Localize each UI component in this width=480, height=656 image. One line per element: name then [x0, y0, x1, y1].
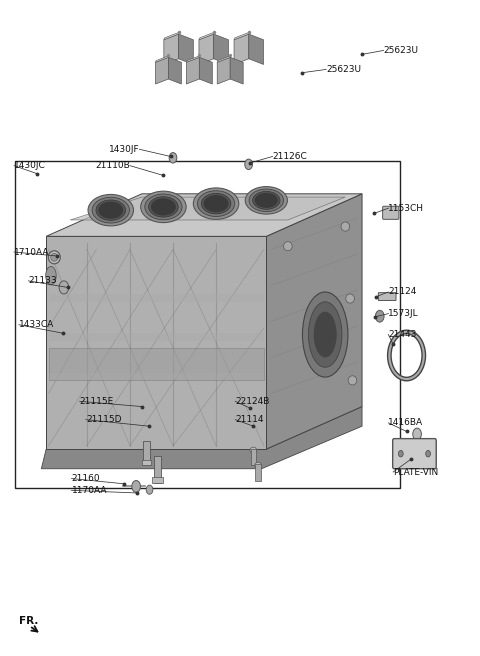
Polygon shape — [48, 373, 264, 380]
Polygon shape — [217, 57, 230, 84]
Ellipse shape — [201, 194, 231, 214]
Circle shape — [375, 310, 384, 322]
Polygon shape — [48, 348, 264, 380]
Polygon shape — [46, 236, 266, 449]
Text: FR.: FR. — [19, 616, 38, 626]
FancyBboxPatch shape — [378, 293, 396, 300]
Circle shape — [132, 481, 141, 492]
Text: 21126C: 21126C — [273, 152, 307, 161]
Bar — [15, 161, 400, 488]
Polygon shape — [186, 57, 199, 84]
Circle shape — [245, 159, 252, 170]
Text: 25623U: 25623U — [384, 46, 419, 55]
Ellipse shape — [341, 222, 349, 231]
Text: 1573JL: 1573JL — [388, 309, 419, 318]
Ellipse shape — [348, 376, 357, 385]
Circle shape — [413, 428, 421, 440]
Ellipse shape — [255, 462, 262, 469]
Ellipse shape — [96, 200, 126, 220]
Text: 1433CA: 1433CA — [19, 320, 54, 329]
Polygon shape — [168, 57, 181, 84]
Ellipse shape — [284, 241, 292, 251]
Polygon shape — [48, 333, 264, 341]
Circle shape — [426, 451, 431, 457]
Ellipse shape — [149, 197, 178, 217]
Ellipse shape — [302, 292, 348, 377]
Ellipse shape — [92, 197, 130, 223]
Text: 21160: 21160 — [72, 474, 100, 483]
Text: 22124B: 22124B — [235, 397, 270, 406]
Polygon shape — [70, 197, 345, 220]
Ellipse shape — [314, 312, 336, 358]
Text: 21443: 21443 — [388, 330, 417, 339]
Ellipse shape — [250, 447, 257, 454]
Polygon shape — [230, 57, 243, 84]
Text: 25623U: 25623U — [326, 65, 361, 74]
Text: 1416BA: 1416BA — [388, 419, 423, 428]
Bar — [155, 456, 161, 483]
Text: 1430JC: 1430JC — [14, 161, 46, 170]
Ellipse shape — [252, 192, 280, 209]
Text: 1170AA: 1170AA — [72, 486, 107, 495]
Text: 21115D: 21115D — [86, 415, 121, 424]
Text: 21124: 21124 — [388, 287, 417, 297]
Text: 21114: 21114 — [235, 415, 264, 424]
Polygon shape — [199, 57, 212, 84]
Bar — [144, 441, 150, 466]
Ellipse shape — [204, 195, 228, 213]
Ellipse shape — [51, 253, 58, 261]
Bar — [255, 464, 261, 481]
Ellipse shape — [151, 198, 176, 216]
Ellipse shape — [98, 201, 123, 219]
Text: 1710AA: 1710AA — [14, 247, 49, 256]
Polygon shape — [266, 194, 362, 449]
Ellipse shape — [245, 186, 288, 214]
Polygon shape — [156, 56, 169, 62]
Circle shape — [169, 153, 177, 163]
Ellipse shape — [309, 302, 342, 367]
Ellipse shape — [346, 294, 354, 303]
Text: 21115E: 21115E — [80, 397, 114, 406]
Ellipse shape — [88, 194, 133, 226]
Ellipse shape — [141, 191, 186, 222]
Text: 21133: 21133 — [28, 276, 57, 285]
Ellipse shape — [145, 194, 182, 220]
Polygon shape — [186, 56, 200, 62]
Circle shape — [146, 485, 153, 494]
Polygon shape — [234, 32, 250, 40]
Ellipse shape — [249, 189, 284, 212]
Text: 21110B: 21110B — [95, 161, 130, 170]
Ellipse shape — [197, 191, 235, 216]
Bar — [153, 478, 163, 483]
Text: 1430JF: 1430JF — [109, 145, 140, 154]
Polygon shape — [46, 194, 362, 236]
Text: PLATE-VIN: PLATE-VIN — [393, 468, 438, 476]
Polygon shape — [48, 294, 264, 302]
Polygon shape — [156, 57, 168, 84]
Bar — [142, 461, 152, 466]
Polygon shape — [179, 34, 193, 64]
Circle shape — [398, 451, 403, 457]
FancyBboxPatch shape — [393, 439, 436, 469]
Ellipse shape — [48, 251, 60, 264]
Polygon shape — [217, 56, 231, 62]
Polygon shape — [164, 32, 180, 40]
Polygon shape — [199, 32, 215, 40]
Polygon shape — [199, 34, 214, 64]
Polygon shape — [164, 34, 179, 64]
Ellipse shape — [46, 266, 56, 285]
Ellipse shape — [255, 193, 278, 208]
Ellipse shape — [193, 188, 239, 219]
Bar — [251, 449, 256, 466]
Polygon shape — [249, 34, 264, 64]
Polygon shape — [41, 407, 362, 469]
Text: 1153CH: 1153CH — [388, 204, 424, 213]
Polygon shape — [214, 34, 228, 64]
Polygon shape — [234, 34, 249, 64]
Circle shape — [59, 281, 69, 294]
FancyBboxPatch shape — [383, 206, 399, 219]
